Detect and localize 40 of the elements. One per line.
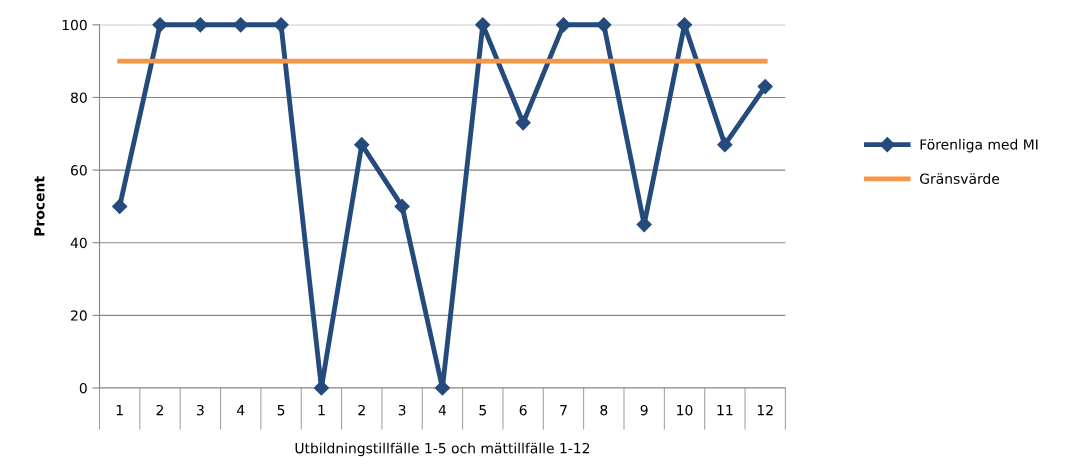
x-tick-label: 4 [236,405,245,416]
point [757,78,773,95]
point [555,17,572,33]
point [112,198,128,214]
x-tick-label: 9 [640,404,648,416]
x-tick-label: 8 [600,404,608,416]
point [515,115,531,131]
point [434,380,451,396]
legend-label: Gränsvärde [920,173,1000,184]
x-tick-label: 7 [560,405,567,416]
x-tick-label: 2 [358,404,365,416]
x-tick-label: 12 [757,404,773,416]
x-tick-label: 11 [717,405,733,416]
x-tick-label: 1 [318,405,325,416]
point [313,380,329,396]
point [233,17,249,33]
x-tick-label: 3 [398,404,406,416]
x-tick-label: 2 [156,404,164,416]
x-tick-label: 1 [116,405,123,416]
point [394,198,410,214]
y-tick-label: 0 [79,382,87,394]
point [717,137,733,153]
x-tick-label: 5 [479,405,486,416]
y-axis-title: Procent [34,176,45,236]
point [273,17,289,33]
x-axis-title: Utbildningstillfälle 1-5 och mättillfälle 1-12 [295,442,590,457]
y-tick-label: 80 [70,92,87,103]
y-tick-label: 60 [71,165,87,176]
x-tick-label: 6 [519,404,527,416]
y-tick-label: 20 [71,310,87,321]
x-tick-label: 4 [438,405,447,416]
point [152,17,168,33]
legend-label: Förenliga med MI [920,138,1038,153]
x-tick-label: 5 [277,405,285,416]
y-tick-label: 100 [62,19,87,31]
x-tick-label: 10 [677,404,693,416]
point [596,17,612,33]
x-tick-label: 3 [197,404,204,416]
y-tick-label: 40 [70,237,87,249]
point [192,17,208,33]
